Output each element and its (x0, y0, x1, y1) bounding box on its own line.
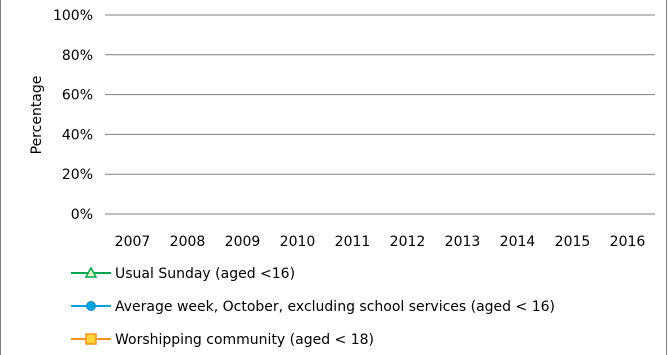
gridlines (105, 14, 655, 215)
legend-label: Worshipping community (aged < 18) (115, 332, 374, 348)
y-tick-label: 80% (62, 48, 93, 64)
legend-item: Worshipping community (aged < 18) (71, 332, 374, 348)
square-marker-icon (85, 333, 97, 345)
legend: Usual Sunday (aged <16) Average week, Oct… (71, 266, 555, 348)
x-tick-label: 2015 (555, 234, 591, 250)
y-tick-label: 100% (53, 8, 93, 24)
x-tick-label: 2008 (170, 234, 206, 250)
legend-item: Average week, October, excluding school … (71, 299, 555, 315)
legend-label: Usual Sunday (aged <16) (115, 266, 295, 282)
x-tick-label: 2016 (610, 234, 646, 250)
x-tick-label: 2012 (390, 234, 426, 250)
x-tick-label: 2014 (500, 234, 536, 250)
legend-label: Average week, October, excluding school … (115, 299, 555, 315)
x-tick-label: 2013 (445, 234, 481, 250)
y-axis-ticks: 0% 20% 40% 60% 80% 100% (53, 8, 93, 223)
x-axis-ticks: 2007 2008 2009 2010 2011 2012 2013 2014 2015 2016 (115, 234, 646, 250)
y-tick-label: 60% (62, 88, 93, 104)
y-axis-title: Percentage (29, 76, 45, 155)
triangle-marker-icon (84, 266, 98, 278)
x-tick-label: 2011 (335, 234, 371, 250)
y-tick-label: 40% (62, 127, 93, 143)
circle-marker-icon (86, 301, 96, 311)
x-tick-label: 2010 (280, 234, 316, 250)
y-tick-label: 20% (62, 167, 93, 183)
x-tick-label: 2009 (225, 234, 261, 250)
x-tick-label: 2007 (115, 234, 151, 250)
y-tick-label: 0% (71, 207, 93, 223)
legend-item: Usual Sunday (aged <16) (71, 266, 295, 282)
